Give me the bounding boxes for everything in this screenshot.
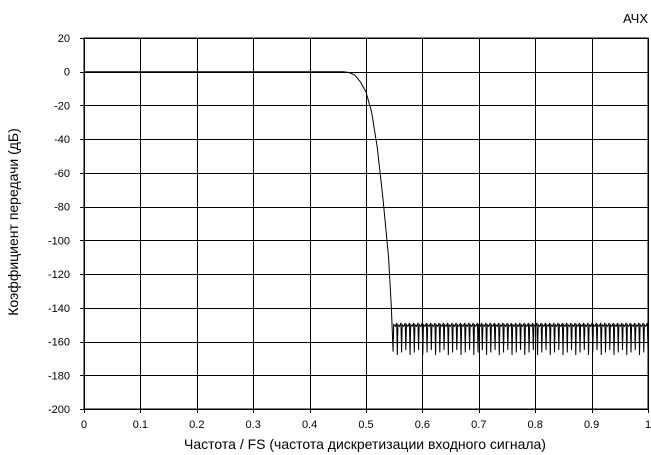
x-tick-label: 0.7 — [471, 419, 486, 431]
x-tick-label: 0.9 — [584, 419, 599, 431]
frequency-response-line — [84, 71, 649, 356]
x-tick-label: 0.8 — [528, 419, 543, 431]
plot-frame — [83, 37, 649, 410]
y-tick-label: -160 — [48, 337, 70, 349]
y-tick-label: -100 — [48, 235, 70, 247]
y-tick-label: 20 — [58, 33, 70, 45]
y-tick-label: -60 — [54, 168, 70, 180]
x-tick-labels: 0 0.1 0.2 0.3 0.4 0.5 0.6 0.7 0.8 0.9 1 — [81, 419, 651, 431]
y-tick-label: -80 — [54, 202, 70, 214]
x-tick-label: 0.3 — [246, 419, 261, 431]
y-axis-label: Коэффициент передачи (дБ) — [5, 128, 21, 316]
x-tick-label: 0.4 — [302, 419, 317, 431]
x-tick-label: 0.2 — [189, 419, 204, 431]
y-tick-label: -140 — [48, 303, 70, 315]
y-tick-label: -40 — [54, 134, 70, 146]
x-axis-label: Частота / FS (частота дискретизации вход… — [184, 436, 546, 452]
grid — [80, 38, 649, 413]
chart-title: АЧХ — [623, 11, 648, 26]
x-tick-label: 1 — [645, 419, 651, 431]
y-tick-label: -20 — [54, 100, 70, 112]
y-tick-labels: 20 0 -20 -40 -60 -80 -100 -120 -140 -160 -180 -200 — [48, 33, 70, 416]
x-tick-label: 0.5 — [358, 419, 373, 431]
x-tick-label: 0 — [81, 419, 87, 431]
y-tick-label: -120 — [48, 269, 70, 281]
x-tick-label: 0.1 — [133, 419, 148, 431]
y-tick-label: -180 — [48, 370, 70, 382]
y-tick-label: 0 — [64, 67, 70, 79]
x-tick-label: 0.6 — [415, 419, 430, 431]
series-layer — [84, 71, 649, 356]
y-tick-label: -200 — [48, 404, 70, 416]
